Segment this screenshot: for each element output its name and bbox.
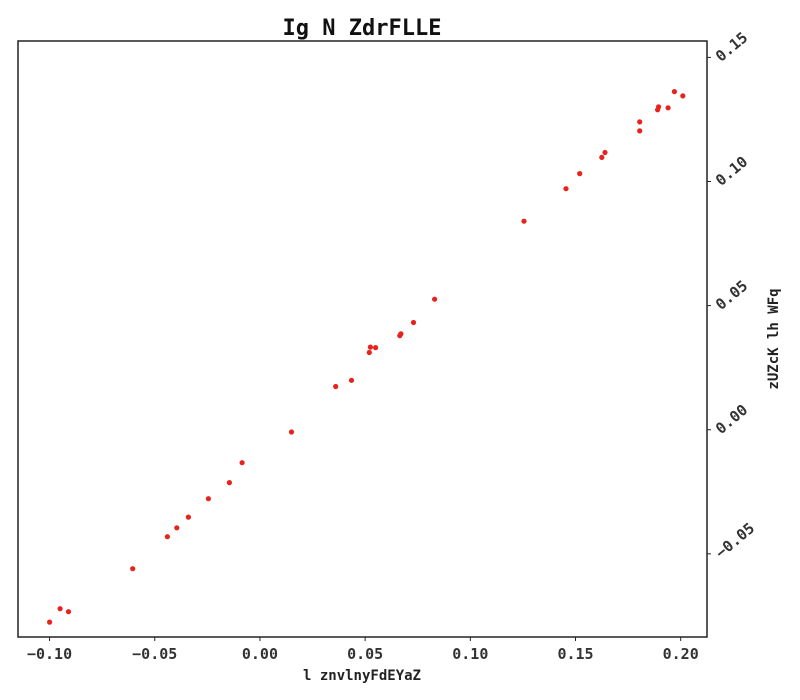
data-point (373, 345, 379, 351)
data-point (333, 383, 339, 390)
x-tick-label: 0.00 (242, 645, 278, 663)
y-tick-label: 0.00 (712, 401, 751, 438)
data-point (185, 514, 191, 520)
data-point (367, 344, 373, 350)
data-point (366, 349, 372, 356)
data-point (637, 119, 643, 125)
x-tick-label: −0.05 (132, 645, 177, 663)
y-tick-label: 0.15 (712, 28, 751, 65)
chart-title: Ig N ZdrFLLE (283, 16, 442, 41)
data-point (665, 105, 671, 111)
data-point (205, 496, 211, 502)
y-tick-label: −0.05 (712, 519, 758, 562)
data-point (410, 319, 417, 326)
y-axis-label: zUZcK lh WFq (766, 288, 782, 389)
x-axis-ticks: −0.10 −0.05 0.00 0.05 0.10 0.15 0.20 (27, 637, 699, 663)
data-point (599, 154, 605, 160)
x-tick-label: 0.20 (663, 645, 699, 663)
data-point (164, 534, 170, 540)
data-point (521, 218, 527, 224)
points-layer (47, 89, 686, 625)
x-tick-label: 0.15 (557, 645, 593, 663)
y-tick-label: 0.05 (712, 277, 751, 314)
data-point (398, 331, 404, 337)
y-tick-label: 0.10 (712, 153, 751, 190)
data-point (577, 171, 583, 177)
data-point (65, 609, 72, 615)
data-point (656, 104, 662, 110)
data-point (671, 89, 678, 95)
x-axis-label: l znvlnyFdEYaZ (303, 668, 421, 684)
data-point (348, 377, 355, 383)
plot-area-frame (17, 40, 708, 638)
x-tick-label: −0.10 (27, 645, 72, 663)
data-point (563, 186, 569, 192)
data-point (602, 149, 608, 156)
x-tick-label: 0.10 (452, 645, 488, 663)
data-point (680, 93, 686, 99)
data-point (174, 525, 180, 531)
data-point (130, 566, 136, 572)
data-point (47, 619, 53, 625)
data-point (226, 480, 232, 486)
data-point (637, 128, 643, 134)
x-tick-label: 0.05 (347, 645, 383, 663)
data-point (57, 606, 63, 612)
data-point (239, 460, 245, 466)
y-axis-ticks: −0.05 0.00 0.05 0.10 0.15 (707, 28, 758, 562)
data-point (288, 429, 295, 435)
data-point (432, 296, 438, 302)
